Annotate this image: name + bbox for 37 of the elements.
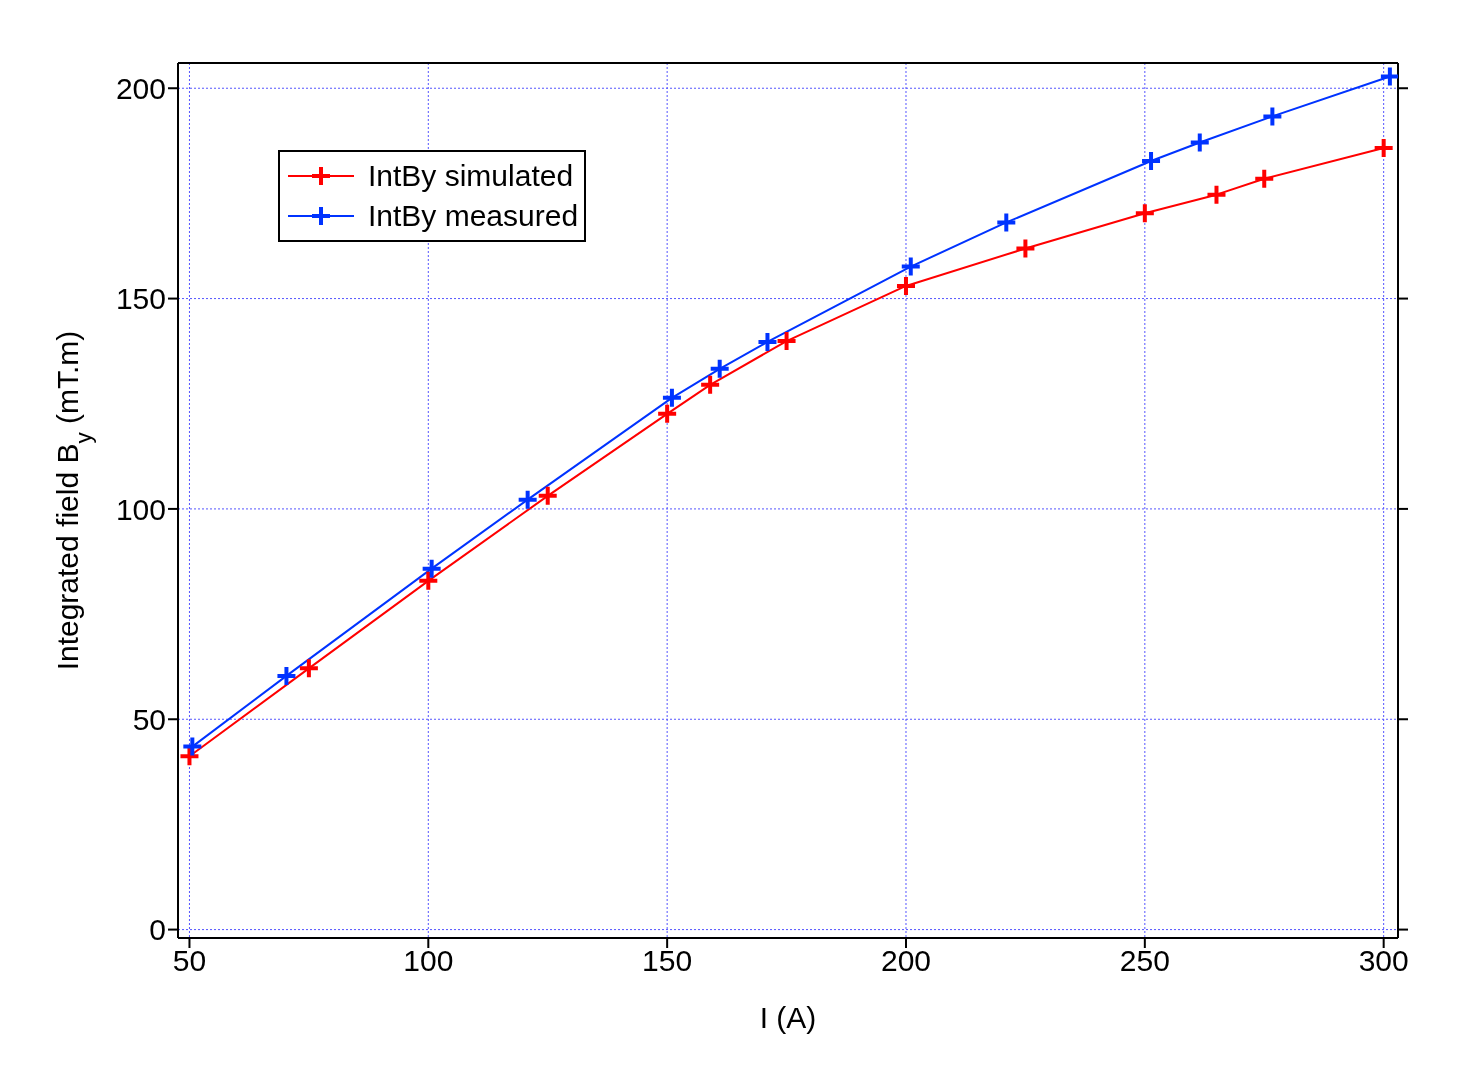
- point: [1188, 131, 1211, 154]
- point: [1140, 150, 1163, 173]
- point: [1253, 167, 1276, 190]
- point: [1261, 105, 1284, 128]
- point: [708, 357, 731, 380]
- point: [894, 274, 917, 297]
- x-tick-label: 200: [880, 944, 932, 978]
- point: [660, 386, 683, 409]
- y-tick-label: 150: [115, 282, 166, 316]
- point: [756, 330, 779, 353]
- point: [899, 255, 922, 278]
- point: [775, 330, 798, 353]
- point: [1014, 237, 1037, 260]
- point: [1133, 202, 1156, 225]
- x-axis-title: I (A): [759, 1001, 817, 1034]
- point: [420, 557, 443, 580]
- point: [516, 488, 539, 511]
- y-tick-label: 200: [115, 71, 166, 105]
- y-tick-label: 50: [132, 702, 166, 736]
- x-tick-label: 50: [172, 944, 207, 978]
- point: [1372, 136, 1395, 159]
- point: [699, 373, 722, 396]
- point: [181, 735, 204, 758]
- point: [656, 402, 679, 425]
- point: [1205, 183, 1228, 206]
- point: [536, 484, 559, 507]
- legend-label: IntBy measured: [368, 198, 579, 234]
- y-tick-label: 0: [149, 913, 166, 947]
- point: [297, 657, 320, 680]
- x-tick-label: 300: [1358, 944, 1409, 978]
- legend-label: IntBy simulated: [368, 158, 574, 194]
- point: [995, 211, 1018, 234]
- x-tick-label: 100: [403, 944, 454, 978]
- x-tick-label: 150: [642, 944, 693, 978]
- x-tick-label: 250: [1119, 944, 1170, 978]
- y-tick-label: 100: [115, 492, 166, 526]
- point: [275, 664, 298, 687]
